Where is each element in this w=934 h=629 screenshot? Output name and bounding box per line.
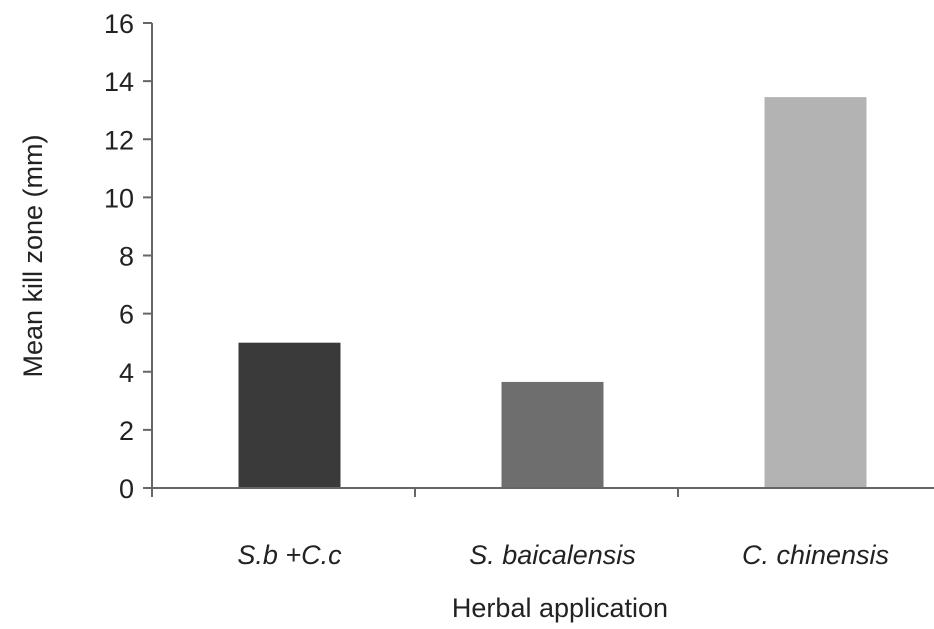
y-axis-ticks: 0 2 4 6 8 10 12 14 16 [104, 9, 152, 504]
bar-3 [764, 97, 867, 488]
x-tick-label: S.b +C.c [237, 540, 342, 570]
y-tick-label: 16 [104, 9, 134, 39]
y-tick-label: 4 [119, 358, 134, 388]
x-tick-label: S. baicalensis [469, 540, 636, 570]
bars [238, 97, 867, 488]
bar-1 [238, 342, 341, 488]
y-tick-label: 8 [119, 242, 134, 272]
x-tick-label: C. chinensis [742, 540, 889, 570]
y-tick-label: 12 [104, 125, 134, 155]
category-labels: S.b +C.c S. baicalensis C. chinensis [237, 540, 889, 570]
bar-2 [501, 381, 604, 488]
y-tick-label: 14 [104, 67, 134, 97]
y-tick-label: 6 [119, 300, 134, 330]
y-axis-title: Mean kill zone (mm) [18, 134, 48, 377]
x-axis-title: Herbal application [452, 593, 668, 623]
y-tick-label: 0 [119, 474, 134, 504]
y-tick-label: 2 [119, 416, 134, 446]
y-tick-label: 10 [104, 183, 134, 213]
x-axis-ticks [151, 488, 679, 497]
